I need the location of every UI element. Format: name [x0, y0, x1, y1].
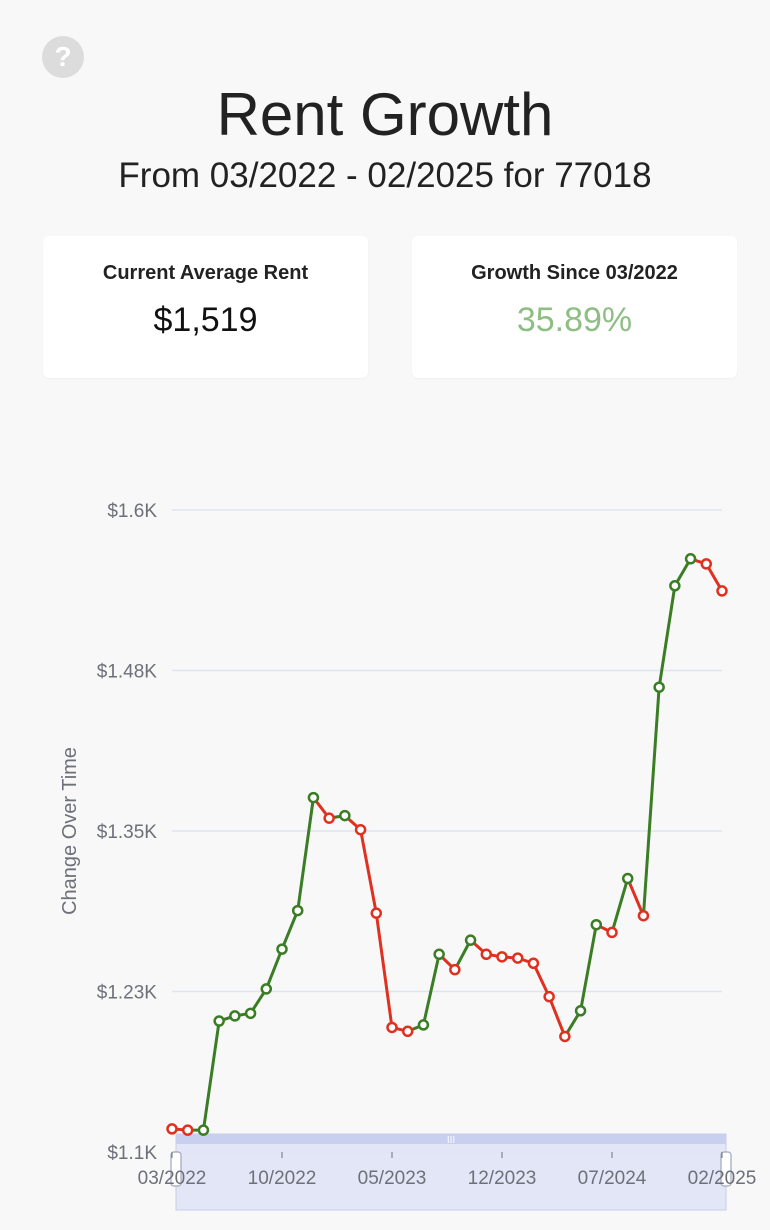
data-point: [166, 1123, 178, 1135]
x-axis-ticks: 03/2022 10/2022 05/2023 12/2023 07/2024 02/20…: [138, 1152, 757, 1189]
line-segment: [201, 1019, 221, 1132]
x-tick-label: 05/2023: [358, 1168, 427, 1189]
data-point: [401, 1025, 414, 1038]
data-point: [511, 952, 524, 964]
data-point: [307, 791, 320, 804]
data-point: [370, 907, 383, 919]
data-point: [213, 1015, 225, 1027]
data-point: [574, 1005, 587, 1017]
line-segment: [531, 961, 551, 999]
data-point: [590, 918, 603, 931]
data-point: [700, 558, 713, 570]
data-point: [276, 943, 288, 955]
series-line: [170, 557, 724, 1132]
current-rent-label: Current Average Rent: [102, 262, 309, 284]
data-point: [339, 809, 351, 822]
line-segment: [264, 947, 284, 991]
current-rent-value: $1,519: [153, 301, 258, 339]
rent-chart: $1.1K $1.23K $1.35K $1.48K $1.6K Change Over…: [59, 501, 757, 1211]
data-point: [323, 812, 335, 824]
data-point: [229, 1010, 241, 1022]
zoom-grip-icon: III: [447, 1135, 455, 1146]
data-point: [260, 983, 273, 995]
series-points: [166, 553, 728, 1136]
data-point: [244, 1007, 257, 1020]
data-point: [621, 872, 634, 885]
data-point: [637, 909, 650, 922]
data-point: [527, 957, 540, 970]
data-point: [386, 1021, 398, 1034]
y-tick-label: $1.23K: [97, 983, 158, 1004]
line-segment: [359, 828, 378, 915]
data-point: [606, 926, 618, 939]
data-point: [653, 681, 665, 693]
data-point: [464, 934, 477, 946]
x-tick-label: 07/2024: [578, 1168, 647, 1189]
zoom-slider[interactable]: III: [170, 1133, 732, 1211]
data-point: [449, 963, 461, 976]
zoom-handle-right[interactable]: [720, 1151, 732, 1187]
data-point: [669, 580, 681, 592]
x-tick-label: 02/2025: [688, 1168, 757, 1189]
line-segment: [421, 952, 441, 1027]
data-point: [354, 823, 367, 836]
data-point: [181, 1124, 194, 1136]
line-segment: [374, 911, 394, 1029]
x-tick-label: 03/2022: [138, 1168, 207, 1189]
line-segment: [547, 995, 567, 1038]
line-segment: [641, 685, 661, 918]
data-point: [197, 1124, 210, 1136]
y-tick-label: $1.35K: [97, 822, 158, 843]
y-tick-label: $1.1K: [107, 1143, 157, 1164]
x-tick-label: 12/2023: [468, 1168, 537, 1189]
data-point: [417, 1019, 430, 1031]
y-axis-title: Change Over Time: [59, 747, 81, 915]
growth-value: 35.89%: [516, 301, 633, 339]
page-subtitle: From 03/2022 - 02/2025 for 77018: [118, 156, 652, 195]
data-point: [433, 948, 445, 961]
growth-card: Growth Since 03/2022 35.89%: [412, 236, 737, 378]
line-segment: [626, 877, 645, 918]
line-segment: [579, 923, 598, 1013]
zoom-bar: [176, 1134, 726, 1144]
zoom-handle-left[interactable]: [170, 1151, 182, 1187]
zoom-window: [175, 1133, 727, 1211]
growth-label: Growth Since 03/2022: [471, 262, 678, 284]
data-point: [496, 951, 508, 963]
data-point: [291, 904, 304, 917]
data-point: [480, 948, 493, 961]
y-axis-ticks: $1.1K $1.23K $1.35K $1.48K $1.6K: [97, 501, 158, 1164]
x-tick-label: 10/2022: [248, 1168, 317, 1189]
line-segment: [657, 584, 677, 689]
page-title: Rent Growth: [216, 81, 554, 148]
grid-lines: [172, 509, 722, 1153]
data-point: [716, 585, 728, 597]
line-segment: [610, 877, 630, 934]
current-rent-card: Current Average Rent $1,519: [43, 236, 368, 378]
line-segment: [280, 909, 300, 951]
y-tick-label: $1.6K: [107, 501, 157, 522]
line-segment: [296, 796, 315, 913]
data-point: [543, 990, 555, 1003]
y-tick-label: $1.48K: [97, 662, 158, 683]
data-point: [559, 1030, 571, 1043]
data-point: [684, 553, 697, 565]
help-icon[interactable]: ?: [42, 36, 84, 78]
